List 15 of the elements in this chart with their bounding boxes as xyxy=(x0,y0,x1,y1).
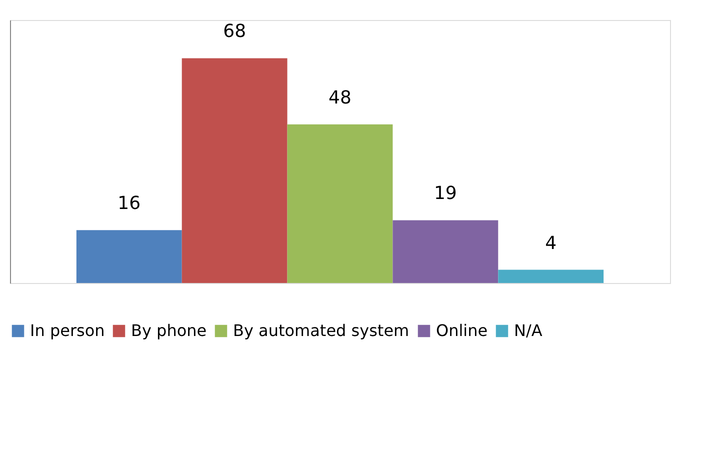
data-label: 19 xyxy=(434,183,457,204)
legend-label: By phone xyxy=(131,321,207,340)
bar xyxy=(182,58,288,283)
data-label: 4 xyxy=(545,232,557,254)
bar xyxy=(392,220,498,283)
legend-label: Online xyxy=(436,321,488,340)
bar xyxy=(76,230,182,283)
bar xyxy=(498,270,604,283)
data-label: 68 xyxy=(223,21,246,42)
data-label: 16 xyxy=(118,193,141,214)
legend-label: N/A xyxy=(514,321,542,340)
legend-label: In person xyxy=(30,321,105,340)
bar xyxy=(287,124,393,283)
data-label: 48 xyxy=(328,87,352,108)
legend-label: By automated system xyxy=(233,321,410,340)
